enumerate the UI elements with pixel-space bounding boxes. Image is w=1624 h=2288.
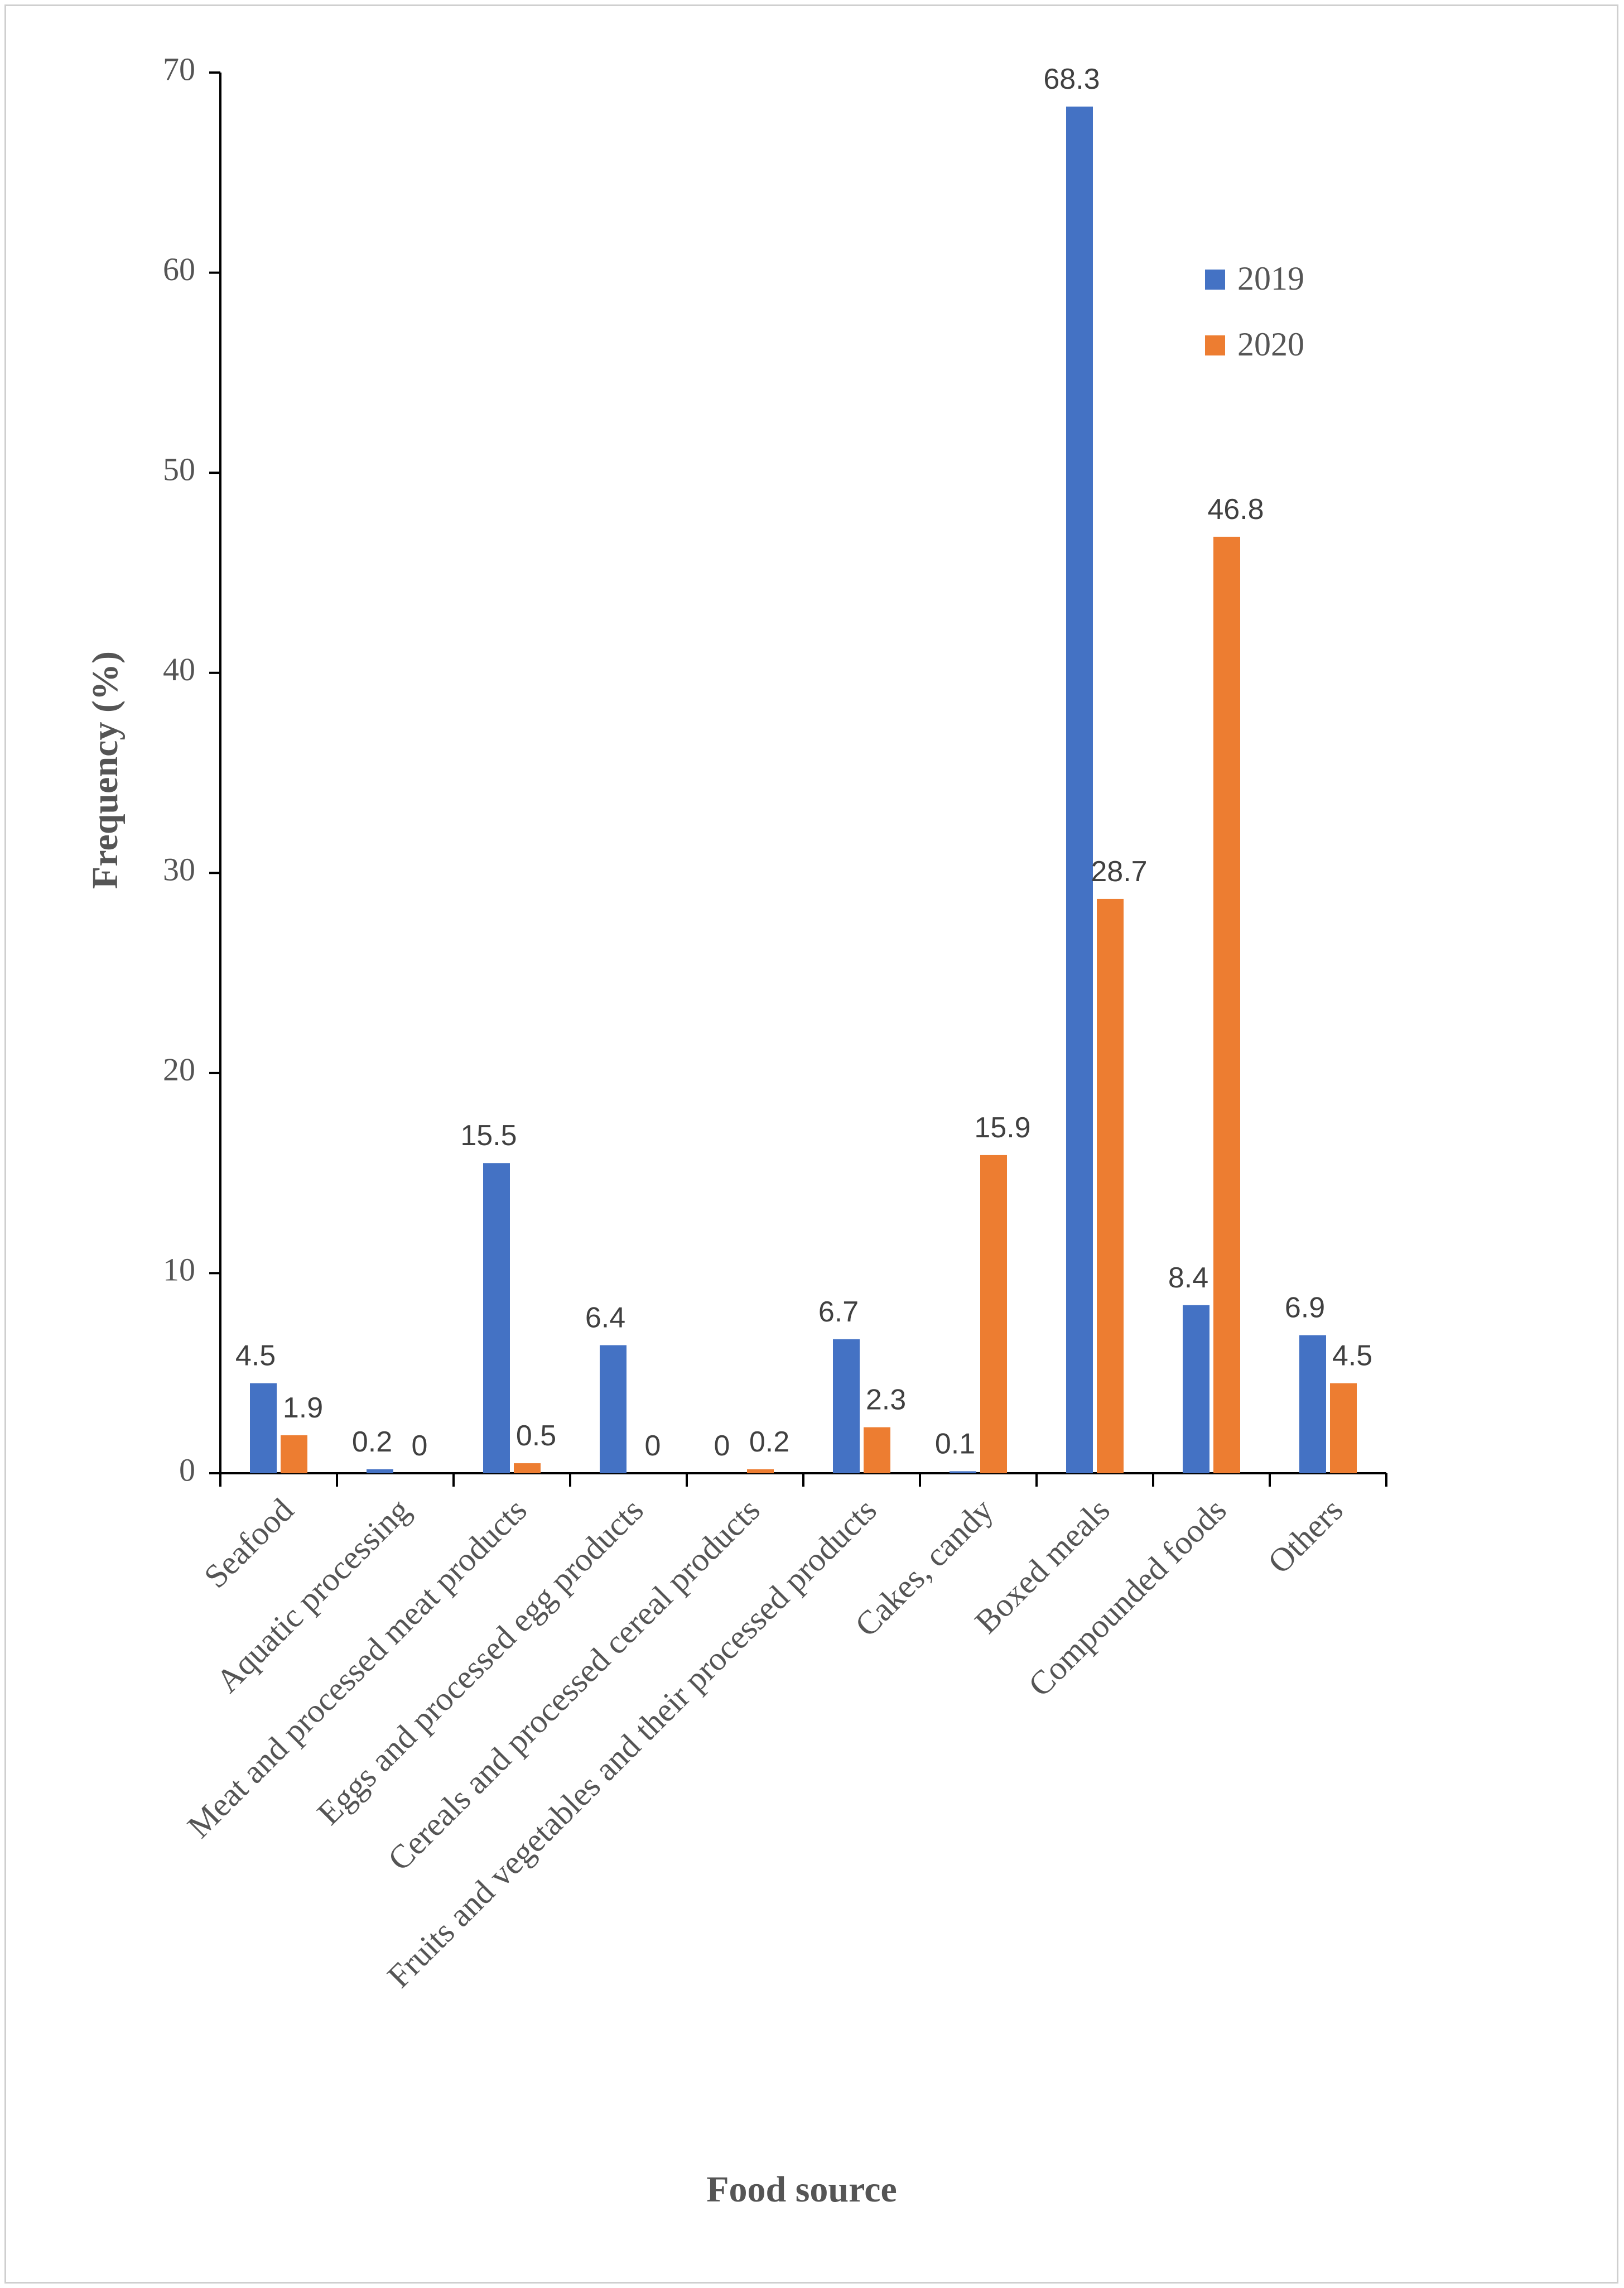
y-tick-label: 0 (179, 1451, 195, 1488)
chart-frame (4, 4, 1618, 2284)
data-label-2019-1: 4.5 (235, 1340, 276, 1372)
data-label-2020-4: 0 (645, 1430, 661, 1462)
data-label-2020-3: 0.5 (516, 1420, 556, 1452)
data-label-2019-5: 0 (714, 1430, 730, 1462)
y-tick-label: 10 (163, 1252, 195, 1288)
y-tick-label: 30 (163, 852, 195, 888)
data-label-2020-5: 0.2 (749, 1426, 789, 1458)
x-axis-title: Food source (706, 2169, 897, 2210)
bar-2020-3 (514, 1463, 541, 1473)
bar-2020-9 (1213, 536, 1240, 1473)
bar-2019-8 (1066, 106, 1093, 1474)
bar-2019-4 (600, 1345, 627, 1473)
data-label-2019-10: 6.9 (1285, 1292, 1325, 1324)
y-tick-label: 40 (163, 651, 195, 688)
data-label-2020-10: 4.5 (1332, 1340, 1372, 1372)
data-label-2020-7: 15.9 (974, 1112, 1030, 1144)
y-tick-label: 50 (163, 451, 195, 487)
bar-2019-10 (1299, 1335, 1326, 1473)
bar-2020-1 (281, 1435, 307, 1473)
data-label-2019-7: 0.1 (935, 1427, 975, 1460)
data-label-2019-2: 0.2 (352, 1426, 392, 1458)
legend-swatch-2019 (1205, 270, 1225, 290)
bar-2019-3 (483, 1163, 510, 1473)
legend-label-2019: 2019 (1237, 260, 1304, 297)
bar-2019-7 (950, 1471, 976, 1473)
x-category-label: Seafood (197, 1492, 301, 1595)
bar-2019-9 (1183, 1305, 1209, 1473)
bar-2020-6 (864, 1427, 890, 1473)
y-tick-label: 70 (163, 51, 195, 87)
x-category-label: Compounded foods (1021, 1492, 1233, 1704)
data-label-2019-4: 6.4 (585, 1302, 625, 1334)
data-label-2019-9: 8.4 (1168, 1262, 1208, 1294)
data-label-2019-6: 6.7 (818, 1296, 859, 1328)
x-category-label: Aquatic processing (209, 1492, 417, 1700)
data-label-2020-2: 0 (412, 1430, 428, 1462)
legend-swatch-2020 (1205, 335, 1225, 355)
bar-2020-5 (747, 1469, 774, 1473)
data-label-2019-3: 15.5 (460, 1119, 517, 1152)
x-category-label: Others (1261, 1492, 1350, 1581)
data-label-2020-9: 46.8 (1207, 493, 1264, 526)
bar-2020-10 (1330, 1383, 1357, 1473)
data-label-2020-8: 28.7 (1091, 855, 1147, 888)
bar-2019-1 (250, 1383, 277, 1473)
bar-2019-6 (833, 1339, 860, 1473)
bar-2020-7 (980, 1155, 1007, 1473)
bar-2019-2 (367, 1469, 393, 1473)
y-tick-label: 60 (163, 251, 195, 287)
data-label-2020-6: 2.3 (866, 1384, 906, 1416)
legend-label-2020: 2020 (1237, 326, 1304, 363)
bar-2020-8 (1097, 898, 1124, 1473)
y-tick-label: 20 (163, 1051, 195, 1088)
data-label-2019-8: 68.3 (1043, 63, 1100, 95)
y-axis-title: Frequency (%) (85, 651, 126, 889)
data-label-2020-1: 1.9 (283, 1392, 323, 1424)
